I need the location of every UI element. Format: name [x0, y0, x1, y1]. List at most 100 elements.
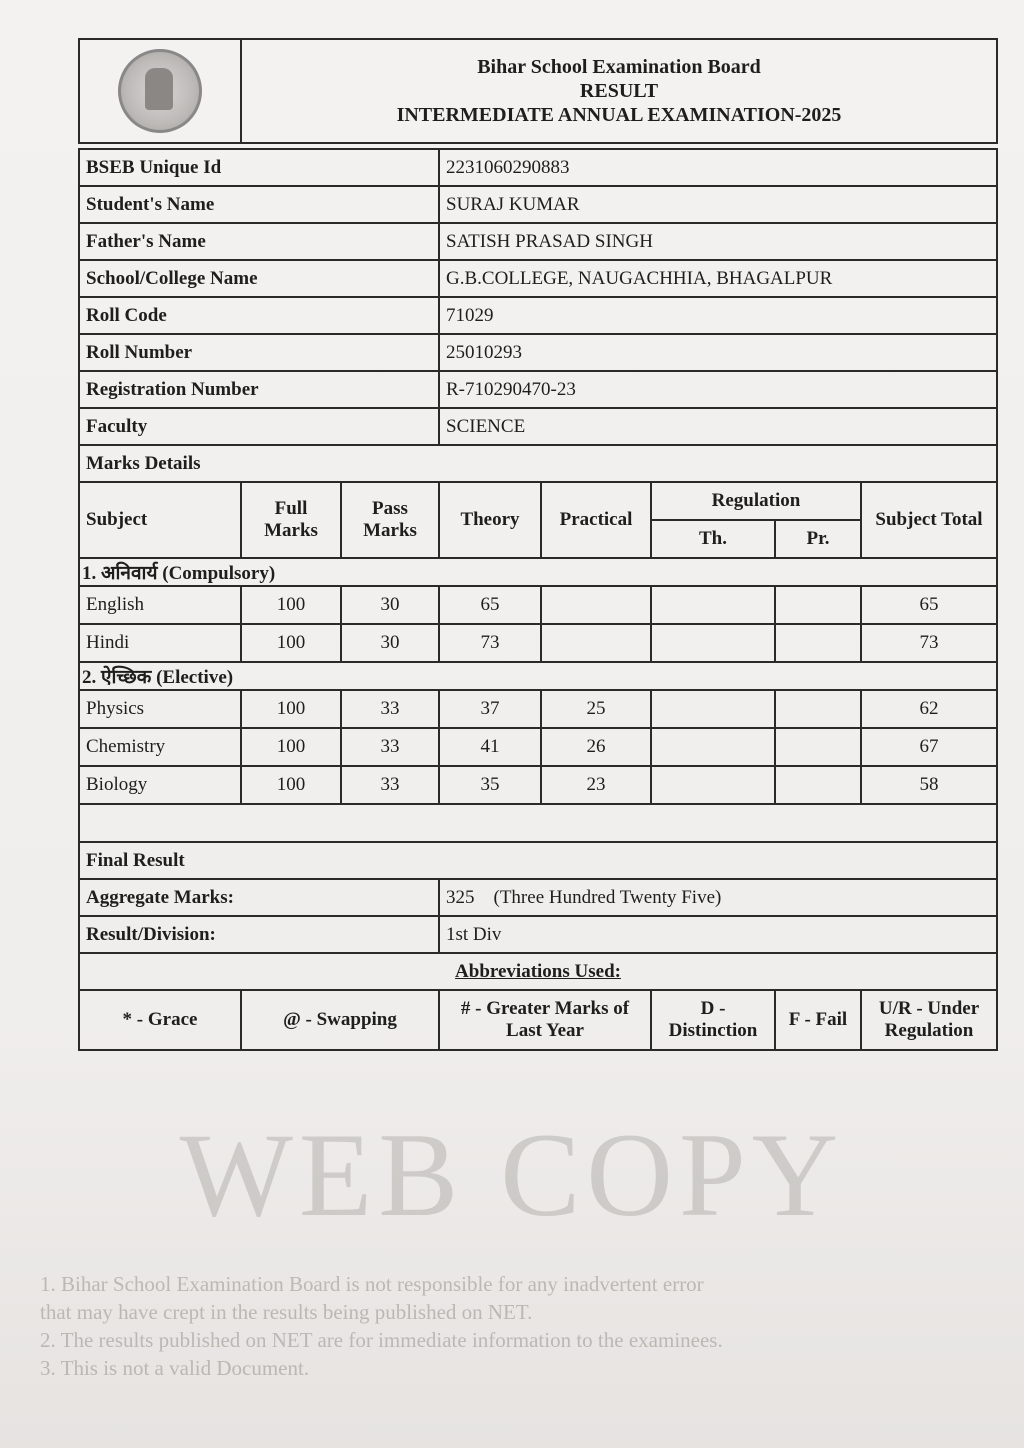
reg-th: [650, 585, 776, 625]
aggregate-value-cell: 325 (Three Hundred Twenty Five): [437, 878, 999, 917]
abbreviations-title-row: Abbreviations Used:: [77, 952, 999, 991]
info-row-roll-number: Roll Number 25010293: [78, 333, 999, 372]
col-theory: Theory: [438, 481, 542, 559]
subject-total: 65: [859, 585, 999, 625]
col-reg-pr: Pr.: [774, 519, 862, 559]
reg-th: [650, 623, 776, 663]
full-marks: 100: [240, 585, 342, 625]
blank-row: [77, 803, 999, 843]
pass-marks: 33: [340, 727, 440, 767]
practical-marks: 25: [540, 689, 652, 729]
abbreviations-title: Abbreviations Used:: [77, 952, 999, 991]
info-value: G.B.COLLEGE, NAUGACHHIA, BHAGALPUR: [437, 259, 999, 298]
col-reg-th: Th.: [650, 519, 776, 559]
marks-subheader-row: Th. Pr.: [79, 519, 997, 559]
theory-marks: 73: [438, 623, 542, 663]
division-row: Result/Division: 1st Div: [78, 915, 999, 954]
info-value: 2231060290883: [437, 148, 999, 187]
info-value: R-710290470-23: [437, 370, 999, 409]
full-marks: 100: [240, 689, 342, 729]
theory-marks: 35: [438, 765, 542, 805]
reg-th: [650, 765, 776, 805]
exam-name: INTERMEDIATE ANNUAL EXAMINATION-2025: [396, 104, 842, 126]
section-elective: 2. ऐच्छिक (Elective): [77, 661, 999, 691]
division-value: 1st Div: [437, 915, 999, 954]
blank-cell: [77, 803, 999, 843]
table-row: Physics 100 33 37 25 62: [78, 689, 999, 729]
result-sheet: Bihar School Examination Board RESULT IN…: [77, 38, 999, 1051]
info-row-faculty: Faculty SCIENCE: [78, 407, 999, 446]
subject-name: Biology: [78, 765, 242, 805]
practical-marks: [540, 585, 652, 625]
reg-pr: [774, 585, 862, 625]
theory-marks: 37: [438, 689, 542, 729]
theory-marks: 41: [438, 727, 542, 767]
col-subject: Subject: [78, 481, 242, 559]
disclaimer-line: 1. Bihar School Examination Board is not…: [40, 1272, 704, 1296]
abbr-distinction: D - Distinction: [650, 989, 776, 1051]
full-marks: 100: [240, 623, 342, 663]
section-compulsory: 1. अनिवार्य (Compulsory): [77, 557, 999, 587]
subject-total: 58: [859, 765, 999, 805]
abbr-greater-marks: # - Greater Marks of Last Year: [438, 989, 652, 1051]
col-subject-total: Subject Total: [859, 481, 999, 559]
info-row-registration: Registration Number R-710290470-23: [78, 370, 999, 409]
subject-total: 73: [859, 623, 999, 663]
header-row: Bihar School Examination Board RESULT IN…: [78, 38, 999, 144]
abbr-swapping: @ - Swapping: [240, 989, 440, 1051]
board-name: Bihar School Examination Board: [477, 56, 761, 78]
abbreviations-row: * - Grace @ - Swapping # - Greater Marks…: [78, 989, 999, 1051]
subject-name: English: [78, 585, 242, 625]
pass-marks: 30: [340, 623, 440, 663]
info-label: School/College Name: [78, 259, 440, 298]
info-label: Roll Number: [78, 333, 440, 372]
col-practical: Practical: [540, 481, 652, 559]
subject-total: 62: [859, 689, 999, 729]
aggregate-words: (Three Hundred Twenty Five): [493, 886, 722, 908]
final-result-title: Final Result: [77, 841, 999, 880]
disclaimer-line: that may have crept in the results being…: [40, 1300, 533, 1324]
marks-header-row: Subject Full Marks Pass Marks Theory Pra…: [78, 481, 999, 559]
info-label: Father's Name: [78, 222, 440, 261]
info-value: 71029: [437, 296, 999, 335]
abbreviations-title-text: Abbreviations Used:: [455, 960, 621, 982]
theory-marks: 65: [438, 585, 542, 625]
aggregate-label: Aggregate Marks:: [78, 878, 440, 917]
marks-details-title: Marks Details: [77, 444, 999, 483]
aggregate-value: 325: [446, 886, 475, 908]
abbr-grace: * - Grace: [78, 989, 242, 1051]
full-marks: 100: [240, 765, 342, 805]
header-title: Bihar School Examination Board RESULT IN…: [239, 38, 999, 144]
reg-th: [650, 689, 776, 729]
subject-name: Physics: [78, 689, 242, 729]
subject-name: Chemistry: [78, 727, 242, 767]
abbr-fail: F - Fail: [774, 989, 862, 1051]
info-label: Faculty: [78, 407, 440, 446]
col-full-marks: Full Marks: [240, 481, 342, 559]
info-row-father-name: Father's Name SATISH PRASAD SINGH: [78, 222, 999, 261]
info-value: SATISH PRASAD SINGH: [437, 222, 999, 261]
full-marks: 100: [240, 727, 342, 767]
reg-pr: [774, 689, 862, 729]
table-row: Chemistry 100 33 41 26 67: [78, 727, 999, 767]
section-title: 1. अनिवार्य (Compulsory): [77, 557, 999, 587]
table-row: Biology 100 33 35 23 58: [78, 765, 999, 805]
subject-name: Hindi: [78, 623, 242, 663]
pass-marks: 30: [340, 585, 440, 625]
abbr-under-regulation: U/R - Under Regulation: [859, 989, 999, 1051]
marks-details-row: Marks Details: [77, 444, 999, 483]
subject-total: 67: [859, 727, 999, 767]
info-row-college: School/College Name G.B.COLLEGE, NAUGACHH…: [78, 259, 999, 298]
practical-marks: [540, 623, 652, 663]
reg-pr: [774, 623, 862, 663]
info-label: Roll Code: [78, 296, 440, 335]
result-heading: RESULT: [579, 80, 659, 102]
info-label: BSEB Unique Id: [78, 148, 440, 187]
divider: [79, 142, 998, 150]
section-title: 2. ऐच्छिक (Elective): [77, 661, 999, 691]
info-row-student-name: Student's Name SURAJ KUMAR: [78, 185, 999, 224]
disclaimer-line: 3. This is not a valid Document.: [40, 1356, 310, 1380]
table-row: Hindi 100 30 73 73: [78, 623, 999, 663]
pass-marks: 33: [340, 689, 440, 729]
